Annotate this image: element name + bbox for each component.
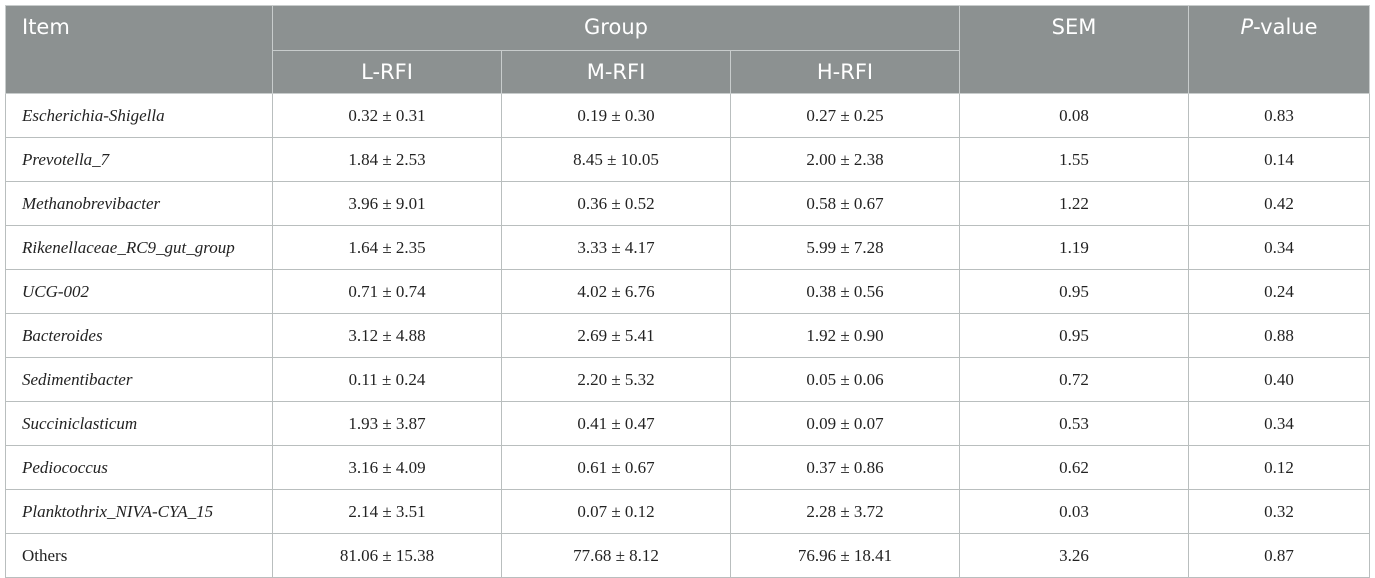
- column-header-m-rfi: M-RFI: [501, 50, 731, 94]
- header-row-sub: L-RFI M-RFI H-RFI: [6, 50, 1370, 94]
- cell-h-rfi: 76.96 ± 18.41: [729, 533, 961, 578]
- cell-item: Methanobrevibacter: [5, 181, 273, 226]
- cell-p-value: 0.40: [1188, 357, 1371, 402]
- cell-h-rfi: 5.99 ± 7.28: [729, 225, 961, 270]
- cell-sem: 0.62: [959, 445, 1190, 490]
- column-header-l-rfi: L-RFI: [272, 50, 502, 94]
- cell-l-rfi: 3.12 ± 4.88: [272, 313, 502, 358]
- cell-item: Succiniclasticum: [5, 401, 273, 446]
- cell-sem: 1.22: [959, 181, 1190, 226]
- cell-sem: 0.72: [959, 357, 1190, 402]
- cell-m-rfi: 3.33 ± 4.17: [501, 225, 731, 270]
- cell-l-rfi: 1.64 ± 2.35: [272, 225, 502, 270]
- cell-l-rfi: 0.32 ± 0.31: [272, 93, 502, 138]
- cell-p-value: 0.14: [1188, 137, 1371, 182]
- cell-sem: 0.95: [959, 313, 1190, 358]
- cell-m-rfi: 0.36 ± 0.52: [501, 181, 731, 226]
- cell-sem: 3.26: [959, 533, 1190, 578]
- cell-item: Others: [5, 533, 273, 578]
- cell-p-value: 0.87: [1188, 533, 1371, 578]
- p-value-italic-letter: P: [1240, 15, 1254, 39]
- column-header-sem: SEM: [959, 5, 1190, 94]
- cell-h-rfi: 2.00 ± 2.38: [729, 137, 961, 182]
- table-row: Pediococcus 3.16 ± 4.09 0.61 ± 0.67 0.37 ± …: [5, 445, 1371, 490]
- cell-m-rfi: 77.68 ± 8.12: [501, 533, 731, 578]
- p-value-suffix: -value: [1253, 15, 1318, 39]
- table-row: Rikenellaceae_RC9_gut_group 1.64 ± 2.35 3.…: [5, 225, 1371, 270]
- cell-p-value: 0.32: [1188, 489, 1371, 534]
- cell-item: Bacteroides: [5, 313, 273, 358]
- table-body: Escherichia-Shigella 0.32 ± 0.31 0.19 ± 0.…: [5, 93, 1371, 578]
- column-header-p-value: P-value: [1188, 5, 1371, 94]
- cell-m-rfi: 4.02 ± 6.76: [501, 269, 731, 314]
- cell-item: Planktothrix_NIVA-CYA_15: [5, 489, 273, 534]
- cell-l-rfi: 0.11 ± 0.24: [272, 357, 502, 402]
- cell-h-rfi: 0.09 ± 0.07: [729, 401, 961, 446]
- cell-p-value: 0.34: [1188, 401, 1371, 446]
- cell-p-value: 0.34: [1188, 225, 1371, 270]
- table-row: Sedimentibacter 0.11 ± 0.24 2.20 ± 5.32 0.0…: [5, 357, 1371, 402]
- cell-item: Prevotella_7: [5, 137, 273, 182]
- cell-p-value: 0.83: [1188, 93, 1371, 138]
- cell-l-rfi: 81.06 ± 15.38: [272, 533, 502, 578]
- table-row: Bacteroides 3.12 ± 4.88 2.69 ± 5.41 1.92 ± …: [5, 313, 1371, 358]
- cell-m-rfi: 2.69 ± 5.41: [501, 313, 731, 358]
- cell-item: UCG-002: [5, 269, 273, 314]
- cell-item: Rikenellaceae_RC9_gut_group: [5, 225, 273, 270]
- cell-h-rfi: 0.38 ± 0.56: [729, 269, 961, 314]
- cell-sem: 0.53: [959, 401, 1190, 446]
- cell-m-rfi: 0.41 ± 0.47: [501, 401, 731, 446]
- cell-l-rfi: 3.16 ± 4.09: [272, 445, 502, 490]
- table-row: UCG-002 0.71 ± 0.74 4.02 ± 6.76 0.38 ± 0.56…: [5, 269, 1371, 314]
- header-row-top: Item Group SEM P-value: [5, 5, 1371, 94]
- table-row: Planktothrix_NIVA-CYA_15 2.14 ± 3.51 0.07 …: [5, 489, 1371, 534]
- cell-l-rfi: 1.84 ± 2.53: [272, 137, 502, 182]
- cell-m-rfi: 2.20 ± 5.32: [501, 357, 731, 402]
- cell-p-value: 0.24: [1188, 269, 1371, 314]
- cell-m-rfi: 8.45 ± 10.05: [501, 137, 731, 182]
- cell-m-rfi: 0.07 ± 0.12: [501, 489, 731, 534]
- cell-l-rfi: 1.93 ± 3.87: [272, 401, 502, 446]
- table-header: Item Group SEM P-value L-RFI M-RFI H-RFI: [5, 5, 1371, 94]
- cell-sem: 1.55: [959, 137, 1190, 182]
- cell-item: Sedimentibacter: [5, 357, 273, 402]
- cell-sem: 0.08: [959, 93, 1190, 138]
- table-row: Succiniclasticum 1.93 ± 3.87 0.41 ± 0.47 0.…: [5, 401, 1371, 446]
- column-header-group: Group: [271, 5, 961, 51]
- cell-p-value: 0.12: [1188, 445, 1371, 490]
- cell-h-rfi: 0.58 ± 0.67: [729, 181, 961, 226]
- column-header-item: Item: [5, 5, 273, 94]
- cell-sem: 1.19: [959, 225, 1190, 270]
- cell-m-rfi: 0.19 ± 0.30: [501, 93, 731, 138]
- cell-item: Escherichia-Shigella: [5, 93, 273, 138]
- column-header-h-rfi: H-RFI: [729, 50, 961, 94]
- cell-h-rfi: 0.27 ± 0.25: [729, 93, 961, 138]
- table-row: Others 81.06 ± 15.38 77.68 ± 8.12 76.96 ± 1…: [5, 533, 1371, 578]
- cell-sem: 0.03: [959, 489, 1190, 534]
- cell-l-rfi: 3.96 ± 9.01: [272, 181, 502, 226]
- cell-p-value: 0.42: [1188, 181, 1371, 226]
- cell-sem: 0.95: [959, 269, 1190, 314]
- cell-h-rfi: 1.92 ± 0.90: [729, 313, 961, 358]
- cell-item: Pediococcus: [5, 445, 273, 490]
- cell-h-rfi: 0.05 ± 0.06: [729, 357, 961, 402]
- cell-p-value: 0.88: [1188, 313, 1371, 358]
- cell-l-rfi: 2.14 ± 3.51: [272, 489, 502, 534]
- cell-l-rfi: 0.71 ± 0.74: [272, 269, 502, 314]
- data-table-container: Item Group SEM P-value L-RFI M-RFI H-RFI…: [5, 5, 1371, 578]
- cell-m-rfi: 0.61 ± 0.67: [501, 445, 731, 490]
- cell-h-rfi: 0.37 ± 0.86: [729, 445, 961, 490]
- table-row: Escherichia-Shigella 0.32 ± 0.31 0.19 ± 0.…: [5, 93, 1371, 138]
- abundance-table: Item Group SEM P-value L-RFI M-RFI H-RFI…: [5, 5, 1371, 578]
- table-row: Prevotella_7 1.84 ± 2.53 8.45 ± 10.05 2.00 …: [5, 137, 1371, 182]
- cell-h-rfi: 2.28 ± 3.72: [729, 489, 961, 534]
- table-row: Methanobrevibacter 3.96 ± 9.01 0.36 ± 0.52…: [5, 181, 1371, 226]
